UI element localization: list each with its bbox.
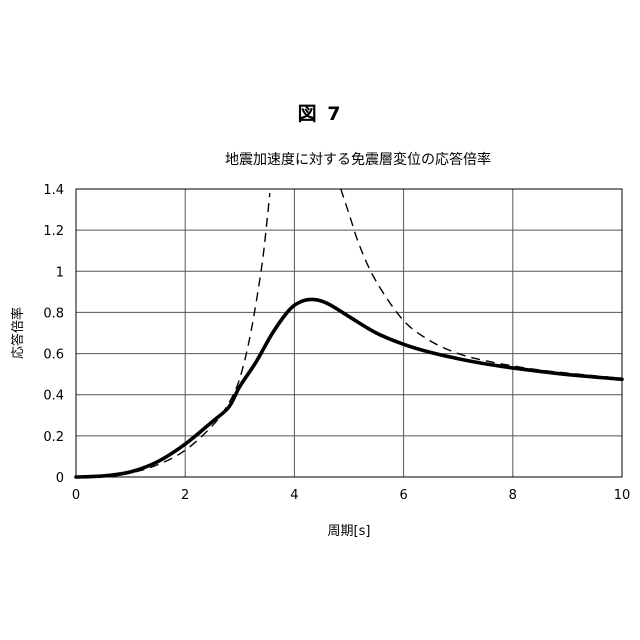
series bbox=[76, 189, 622, 477]
y-tick-label: 1.4 bbox=[43, 183, 64, 198]
x-tick-label: 2 bbox=[181, 488, 189, 503]
y-tick-label: 0 bbox=[56, 471, 64, 486]
y-tick-label: 0.4 bbox=[43, 389, 64, 404]
solid-series-line bbox=[76, 299, 622, 477]
y-tick-label: 1 bbox=[56, 265, 64, 280]
grid bbox=[76, 189, 622, 477]
y-tick-label: 0.2 bbox=[43, 430, 64, 445]
x-tick-label: 10 bbox=[614, 488, 631, 503]
y-tick-label: 0.8 bbox=[43, 306, 64, 321]
x-tick-label: 0 bbox=[72, 488, 80, 503]
plot-frame bbox=[76, 189, 622, 477]
y-axis-label: 応答倍率 bbox=[10, 307, 26, 359]
y-tick-label: 0.6 bbox=[43, 348, 64, 363]
x-tick-label: 6 bbox=[399, 488, 407, 503]
dashed-series-line bbox=[76, 193, 270, 477]
y-tick-label: 1.2 bbox=[43, 224, 64, 239]
x-tick-label: 4 bbox=[290, 488, 298, 503]
tick-labels: 0 2 4 6 8 10 0 0.2 0.4 0.6 0.8 1 1.2 1.4 bbox=[43, 183, 630, 503]
dashed-series-line bbox=[341, 189, 622, 378]
x-tick-label: 8 bbox=[509, 488, 517, 503]
x-axis-label: 周期[s] bbox=[328, 524, 371, 539]
